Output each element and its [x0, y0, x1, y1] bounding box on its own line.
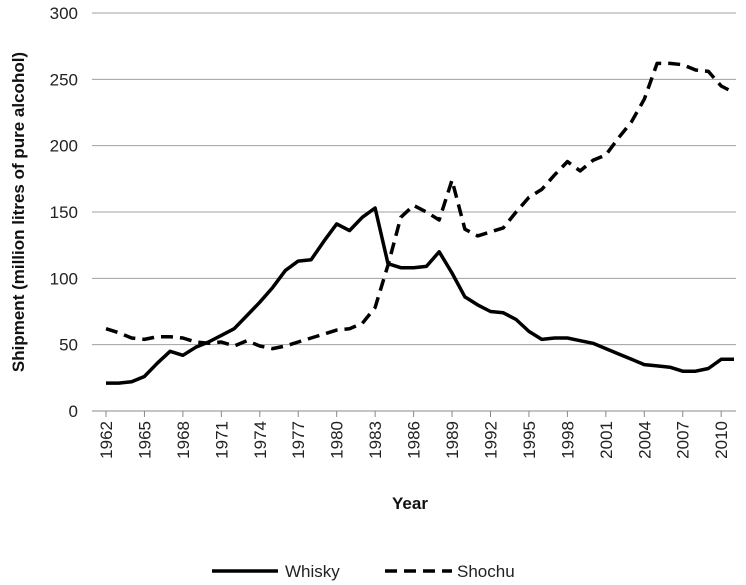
y-tick-label: 300: [50, 4, 78, 23]
y-tick-label: 100: [50, 269, 78, 288]
series-line-shochu: [105, 61, 735, 351]
x-tick-label: 1992: [481, 421, 500, 459]
y-tick-label: 50: [59, 336, 78, 355]
x-tick-label: 1974: [251, 421, 270, 459]
x-tick-label: 2004: [635, 421, 654, 459]
x-tick-label: 1986: [405, 421, 424, 459]
x-tick-label: 2010: [712, 421, 731, 459]
legend-label-whisky: Whisky: [285, 562, 340, 581]
y-tick-label: 150: [50, 203, 78, 222]
x-tick-label: 2001: [597, 421, 616, 459]
y-axis-ticks: 0 50 100 150 200 250 300: [50, 4, 78, 421]
x-tick-label: 1983: [366, 421, 385, 459]
series-lines: [105, 61, 735, 385]
x-tick-label: 1998: [558, 421, 577, 459]
y-axis-title: Shipment (million litres of pure alcohol…: [9, 52, 28, 372]
x-tick-label: 1989: [443, 421, 462, 459]
legend-label-shochu: Shochu: [457, 562, 515, 581]
x-tick-label: 1977: [289, 421, 308, 459]
x-tick-label: 1962: [97, 421, 116, 459]
x-axis-ticks: 1962 1965 1968 1971 1974 1977 1980 1983 1986 1989…: [97, 411, 731, 459]
x-tick-label: 2007: [674, 421, 693, 459]
series-line-whisky: [106, 206, 734, 385]
gridlines: [92, 12, 736, 346]
y-tick-label: 200: [50, 137, 78, 156]
y-tick-label: 0: [69, 402, 78, 421]
x-tick-label: 1971: [212, 421, 231, 459]
x-tick-label: 1965: [135, 421, 154, 459]
x-axis-title: Year: [392, 494, 428, 513]
x-tick-label: 1980: [328, 421, 347, 459]
x-tick-label: 1968: [174, 421, 193, 459]
legend: Whisky Shochu: [212, 562, 515, 581]
x-tick-label: 1995: [520, 421, 539, 459]
y-tick-label: 250: [50, 70, 78, 89]
